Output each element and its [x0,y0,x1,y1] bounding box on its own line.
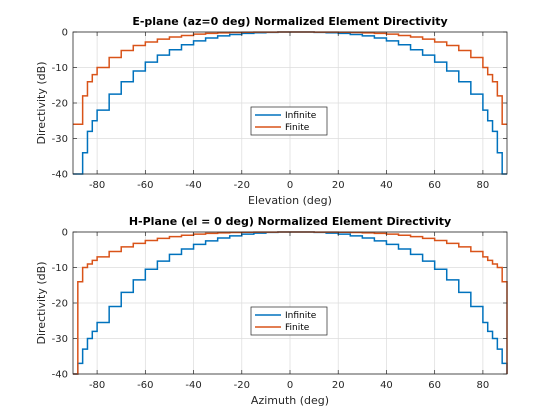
h-plane-xlabel: Azimuth (deg) [251,394,329,407]
h-plane-grid [73,231,507,375]
h-plane-xtick-label: 0 [287,380,293,391]
e-plane-ylabel: Directivity (dB) [35,62,48,145]
e-plane-ytick-label: 0 [62,28,68,39]
e-plane-ytick-label: -30 [52,134,68,145]
e-plane-xtick-label: 60 [428,180,441,191]
e-plane-legend-label-infinite: Infinite [285,111,317,121]
e-plane-xtick-label: 0 [287,180,293,191]
h-plane-ytick-label: 0 [62,228,68,239]
h-plane-xtick-label: 80 [477,380,490,391]
e-plane-legend-label-finite: Finite [285,123,310,133]
h-plane-ytick-label: -30 [52,334,68,345]
h-plane-xtick-label: -60 [137,380,153,391]
h-plane-xtick-label: -20 [234,380,250,391]
h-plane-ytick-label: -40 [52,370,68,381]
h-plane-legend: Infinite Finite [250,306,328,336]
h-plane-legend-label-infinite: Infinite [285,311,317,321]
e-plane-xtick-label: -80 [89,180,105,191]
e-plane-legend-box [250,106,328,136]
e-plane-title: E-plane (az=0 deg) Normalized Element Di… [132,15,447,28]
h-plane-xtick-label: 60 [428,380,441,391]
h-plane-xtick-label: -40 [185,380,201,391]
h-plane-xtick-label: 20 [332,380,345,391]
e-plane-xlabel: Elevation (deg) [248,194,332,207]
e-plane-ytick-label: -40 [52,170,68,181]
e-plane-xtick-label: 40 [380,180,393,191]
e-plane-ytick-label: -20 [52,99,68,110]
e-plane-xtick-label: -40 [185,180,201,191]
h-plane-xtick-label: 40 [380,380,393,391]
e-plane-xtick-label: -60 [137,180,153,191]
e-plane-axes: -80 -60 -40 -20 0 20 40 60 80 0 -10 -20 -30 -40 E-pla… [35,15,508,207]
e-plane-xtick-label: 20 [332,180,345,191]
h-plane-legend-label-finite: Finite [285,323,310,333]
e-plane-legend: Infinite Finite [250,106,328,136]
h-plane-title: H-Plane (el = 0 deg) Normalized Element … [129,215,451,228]
h-plane-xtick-label: -80 [89,380,105,391]
h-plane-ticks: -80 -60 -40 -20 0 20 40 60 80 0 -10 -20 -30 -40 [52,228,507,391]
e-plane-ticks: -80 -60 -40 -20 0 20 40 60 80 0 -10 -20 -30 -40 [52,28,507,191]
e-plane-xtick-label: -20 [234,180,250,191]
e-plane-grid [73,31,507,175]
e-plane-xtick-label: 80 [477,180,490,191]
h-plane-legend-box [250,306,328,336]
e-plane-ytick-label: -10 [52,63,68,74]
h-plane-ytick-label: -20 [52,299,68,310]
h-plane-ylabel: Directivity (dB) [35,262,48,345]
h-plane-ytick-label: -10 [52,263,68,274]
h-plane-axes: -80 -60 -40 -20 0 20 40 60 80 0 -10 -20 -30 -40 H-Pla… [35,215,508,407]
